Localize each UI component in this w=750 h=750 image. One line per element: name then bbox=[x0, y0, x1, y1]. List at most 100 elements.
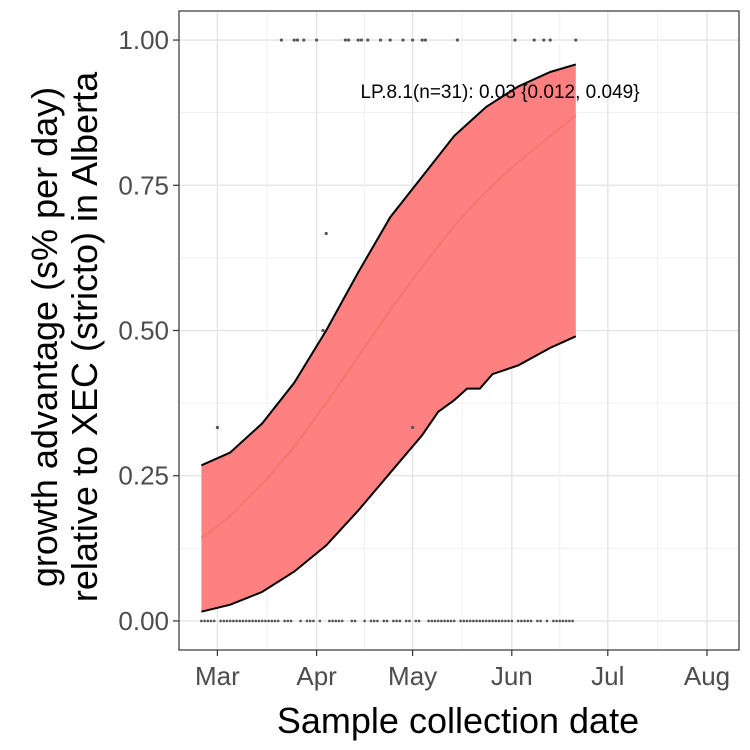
data-point bbox=[459, 619, 462, 623]
data-point bbox=[308, 619, 312, 623]
x-tick-label: Aug bbox=[684, 661, 730, 691]
x-tick-label: May bbox=[388, 661, 437, 691]
data-point bbox=[328, 619, 331, 623]
data-point bbox=[283, 619, 286, 623]
y-tick-label: 0.75 bbox=[118, 170, 169, 200]
data-point bbox=[292, 38, 296, 42]
data-point bbox=[264, 619, 267, 623]
data-point bbox=[427, 619, 430, 623]
data-point bbox=[244, 619, 248, 623]
data-point bbox=[574, 38, 578, 42]
data-point bbox=[404, 619, 408, 623]
data-point bbox=[305, 619, 309, 623]
data-point bbox=[420, 38, 424, 42]
data-point bbox=[529, 619, 533, 623]
data-point bbox=[295, 38, 299, 42]
data-point bbox=[206, 619, 210, 623]
data-point bbox=[398, 619, 402, 623]
data-point bbox=[548, 38, 552, 42]
data-point bbox=[200, 619, 203, 623]
data-point bbox=[219, 619, 222, 623]
data-point bbox=[318, 619, 322, 623]
data-point bbox=[411, 425, 415, 430]
y-axis-title-line-2: relative to XEC (stricto) in Alberta bbox=[64, 71, 105, 602]
data-point bbox=[248, 619, 251, 623]
data-point bbox=[353, 619, 357, 623]
data-point bbox=[347, 38, 351, 42]
data-point bbox=[260, 619, 264, 623]
y-tick-label: 0.25 bbox=[118, 461, 169, 491]
data-point bbox=[392, 619, 395, 623]
data-point bbox=[494, 619, 498, 623]
confidence-band-fill bbox=[201, 64, 576, 612]
data-point bbox=[340, 619, 344, 623]
data-point bbox=[225, 619, 229, 623]
data-point bbox=[436, 619, 440, 623]
data-point bbox=[273, 619, 277, 623]
estimate-annotation: LP.8.1(n=31): 0.03 {0.012, 0.049} bbox=[360, 82, 639, 103]
data-point bbox=[232, 619, 235, 623]
data-point bbox=[468, 619, 472, 623]
data-point bbox=[561, 619, 565, 623]
data-point bbox=[564, 619, 568, 623]
data-point bbox=[504, 619, 507, 623]
data-point bbox=[254, 619, 258, 623]
y-tick-label: 0.00 bbox=[118, 606, 169, 636]
data-point bbox=[545, 619, 549, 623]
y-tick-label: 0.50 bbox=[118, 316, 169, 346]
data-point bbox=[449, 619, 453, 623]
data-point bbox=[395, 619, 398, 623]
upper-bound-line bbox=[200, 63, 577, 467]
data-point bbox=[532, 38, 536, 42]
y-tick-label: 1.00 bbox=[118, 25, 169, 55]
data-point bbox=[510, 619, 514, 623]
data-point bbox=[235, 619, 238, 623]
data-point bbox=[446, 619, 450, 623]
y-axis-title-line-1: growth advantage (s% per day) bbox=[24, 87, 65, 587]
data-point bbox=[315, 38, 319, 42]
data-point bbox=[414, 619, 418, 623]
data-point bbox=[411, 38, 415, 42]
data-point bbox=[312, 619, 315, 623]
data-point bbox=[430, 619, 434, 623]
data-point bbox=[299, 619, 302, 623]
data-point bbox=[417, 619, 421, 623]
data-point bbox=[491, 619, 494, 623]
data-point bbox=[372, 619, 376, 623]
data-point bbox=[475, 619, 478, 623]
data-point bbox=[359, 38, 363, 42]
data-point bbox=[379, 38, 383, 42]
data-point bbox=[350, 619, 354, 623]
data-point bbox=[520, 619, 523, 623]
data-point bbox=[388, 38, 392, 42]
data-point bbox=[488, 619, 491, 623]
data-point bbox=[356, 38, 360, 42]
data-point bbox=[241, 619, 245, 623]
data-point bbox=[334, 619, 338, 623]
data-point bbox=[558, 619, 562, 623]
data-point bbox=[401, 38, 405, 42]
data-point bbox=[369, 619, 373, 623]
data-point bbox=[337, 619, 341, 623]
confidence-band bbox=[200, 63, 577, 613]
data-point bbox=[555, 619, 558, 623]
data-point bbox=[462, 619, 466, 623]
data-point bbox=[423, 38, 427, 42]
data-point bbox=[324, 231, 328, 236]
data-point bbox=[382, 619, 386, 623]
data-point bbox=[542, 38, 546, 42]
x-tick-label: Mar bbox=[195, 661, 240, 691]
lower-bound-line bbox=[201, 335, 577, 613]
observed-points bbox=[200, 38, 578, 623]
data-point bbox=[465, 619, 469, 623]
data-point bbox=[497, 619, 501, 623]
data-point bbox=[500, 619, 504, 623]
fit-line bbox=[200, 114, 577, 539]
data-point bbox=[343, 38, 347, 42]
data-point bbox=[478, 619, 482, 623]
data-point bbox=[408, 619, 411, 623]
data-point bbox=[526, 619, 530, 623]
data-point bbox=[539, 619, 542, 623]
data-point bbox=[516, 619, 520, 623]
data-point bbox=[484, 619, 488, 623]
